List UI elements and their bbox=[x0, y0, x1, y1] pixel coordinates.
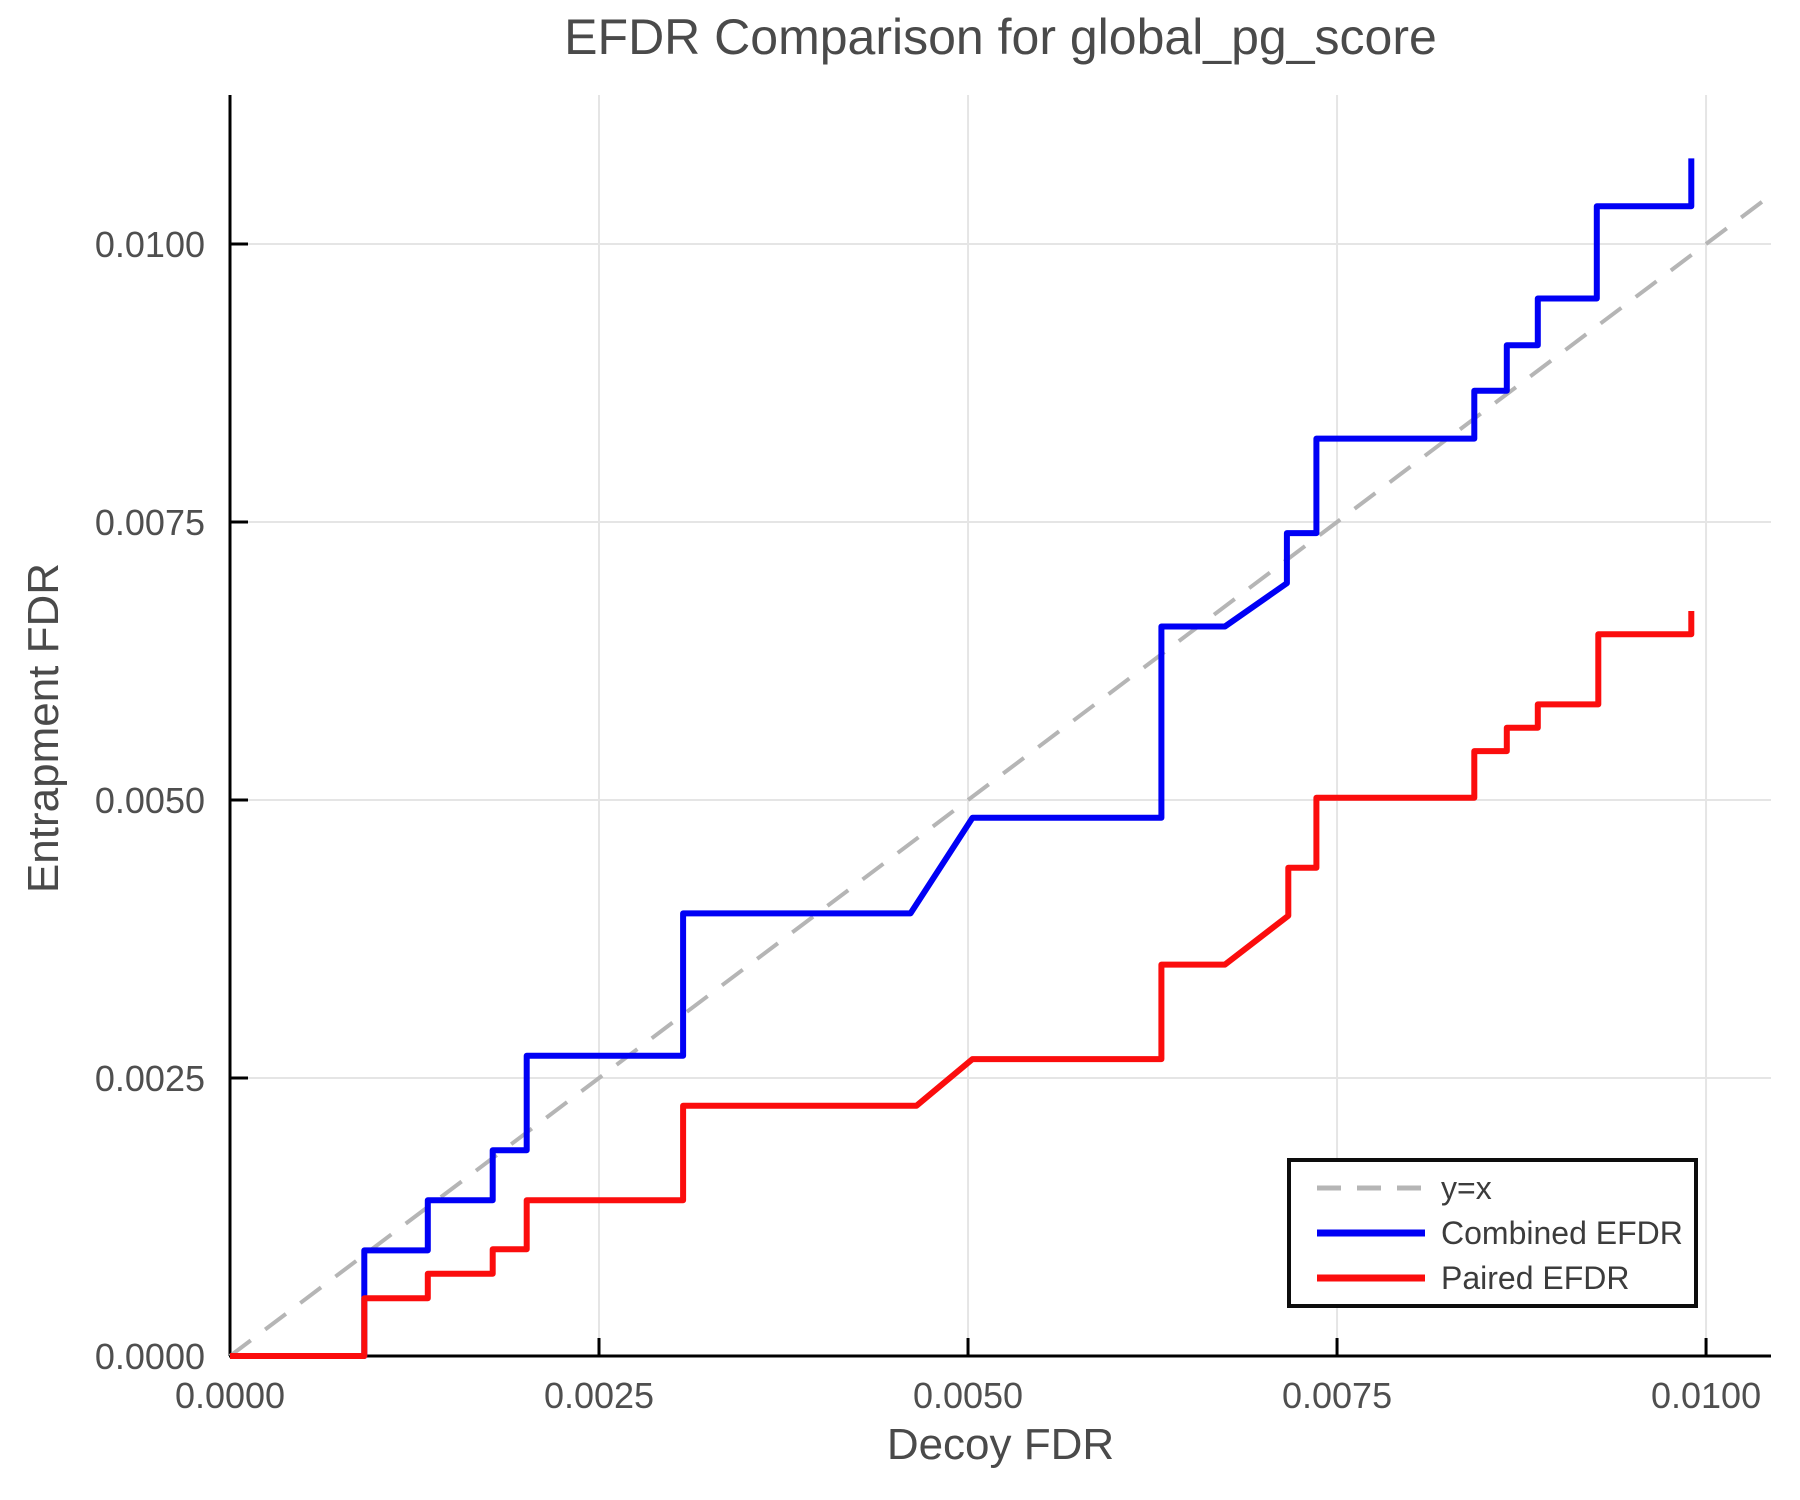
series-y-x bbox=[228, 195, 1770, 1358]
legend-item-combined: Combined EFDR bbox=[1317, 1211, 1694, 1256]
legend-label-identity: y=x bbox=[1441, 1169, 1492, 1206]
legend-item-paired: Paired EFDR bbox=[1317, 1256, 1694, 1301]
x-tick-label: 0.0025 bbox=[544, 1375, 654, 1416]
y-tick-label: 0.0000 bbox=[95, 1336, 205, 1377]
series-paired-efdr bbox=[230, 611, 1695, 1359]
x-tick-label: 0.0000 bbox=[175, 1375, 285, 1416]
y-tick-label: 0.0050 bbox=[95, 780, 205, 821]
legend-label-paired: Paired EFDR bbox=[1441, 1259, 1630, 1296]
legend-label-combined: Combined EFDR bbox=[1441, 1214, 1683, 1251]
x-tick-label: 0.0075 bbox=[1282, 1375, 1392, 1416]
legend-item-identity: y=x bbox=[1317, 1166, 1694, 1211]
y-tick-label: 0.0100 bbox=[95, 224, 205, 265]
x-tick-label: 0.0050 bbox=[913, 1375, 1023, 1416]
y-tick-label: 0.0075 bbox=[95, 502, 205, 543]
paired-line-swatch bbox=[1317, 1274, 1425, 1282]
y-tick-label: 0.0025 bbox=[95, 1058, 205, 1099]
x-tick-label: 0.0100 bbox=[1651, 1375, 1761, 1416]
chart-title: EFDR Comparison for global_pg_score bbox=[564, 9, 1437, 65]
combined-line-swatch bbox=[1317, 1229, 1425, 1237]
legend: y=x Combined EFDR Paired EFDR bbox=[1287, 1158, 1698, 1308]
identity-line-swatch bbox=[1317, 1185, 1425, 1191]
series-combined-efdr bbox=[230, 158, 1695, 1359]
y-axis-title: Entrapment FDR bbox=[19, 562, 68, 894]
x-axis-title: Decoy FDR bbox=[886, 1420, 1115, 1469]
